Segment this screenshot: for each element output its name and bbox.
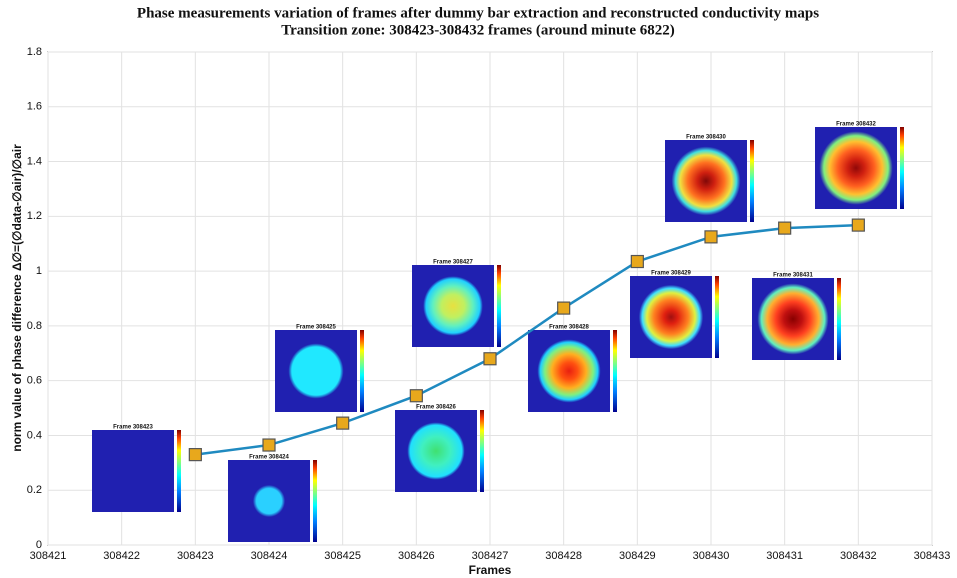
inset-label: Frame 308426 bbox=[416, 405, 456, 411]
inset-field bbox=[815, 127, 897, 209]
x-tick-label: 308423 bbox=[177, 550, 214, 562]
y-tick-label: 1.8 bbox=[27, 46, 42, 58]
inset-map: Frame 308427 bbox=[412, 260, 501, 347]
data-point bbox=[262, 438, 276, 452]
inset-label: Frame 308432 bbox=[836, 122, 876, 128]
data-point bbox=[630, 254, 644, 269]
inset-colorbar bbox=[750, 140, 754, 222]
inset-label: Frame 308425 bbox=[296, 325, 336, 331]
inset-label: Frame 308427 bbox=[433, 260, 473, 266]
data-point bbox=[336, 416, 350, 430]
y-tick-label: 0.2 bbox=[27, 484, 42, 496]
inset-map: Frame 308429 bbox=[630, 271, 719, 358]
x-tick-label: 308431 bbox=[766, 550, 803, 562]
data-point bbox=[778, 221, 792, 235]
x-tick-label: 308429 bbox=[619, 550, 656, 562]
plot bbox=[188, 218, 865, 462]
inset-map: Frame 308428 bbox=[528, 325, 617, 412]
inset-field bbox=[528, 330, 610, 412]
inset-label: Frame 308431 bbox=[773, 273, 813, 279]
inset-colorbar bbox=[313, 460, 317, 542]
y-tick-label: 0 bbox=[36, 539, 42, 551]
inset-colorbar bbox=[177, 430, 181, 512]
data-point bbox=[483, 352, 497, 366]
x-tick-label: 308432 bbox=[840, 550, 877, 562]
y-tick-label: 1 bbox=[36, 265, 42, 277]
data-point bbox=[188, 448, 202, 462]
data-point bbox=[851, 218, 865, 232]
inset-map: Frame 308426 bbox=[395, 405, 484, 492]
inset-field bbox=[412, 265, 494, 347]
inset-colorbar bbox=[613, 330, 617, 412]
insets: Frame 308423 Frame 308424 Frame 308425 Fram… bbox=[92, 122, 904, 542]
inset-field bbox=[228, 460, 310, 542]
inset-map: Frame 308425 bbox=[275, 325, 364, 412]
inset-field bbox=[275, 330, 357, 412]
x-axis-title: Frames bbox=[469, 563, 512, 577]
y-tick-label: 1.6 bbox=[27, 101, 42, 113]
data-line bbox=[195, 223, 859, 456]
inset-label: Frame 308424 bbox=[249, 455, 289, 461]
inset-colorbar bbox=[480, 410, 484, 492]
y-axis-title: norm value of phase difference Δ∅=(∅data… bbox=[10, 144, 24, 452]
inset-field bbox=[395, 410, 477, 492]
y-tick-label: 0.8 bbox=[27, 320, 42, 332]
y-tick-label: 0.4 bbox=[27, 429, 42, 441]
x-tick-label: 308422 bbox=[103, 550, 140, 562]
chart-subtitle: Transition zone: 308423-308432 frames (a… bbox=[281, 22, 675, 38]
x-tick-label: 308433 bbox=[914, 550, 951, 562]
inset-label: Frame 308429 bbox=[651, 271, 691, 277]
inset-colorbar bbox=[900, 127, 904, 209]
inset-map: Frame 308423 bbox=[92, 425, 181, 512]
y-tick-label: 1.4 bbox=[27, 155, 42, 167]
x-tick-label: 308427 bbox=[472, 550, 509, 562]
inset-colorbar bbox=[715, 276, 719, 358]
inset-colorbar bbox=[837, 278, 841, 360]
inset-field bbox=[752, 278, 834, 360]
inset-background bbox=[92, 430, 174, 512]
inset-colorbar bbox=[497, 265, 501, 347]
inset-field bbox=[665, 140, 747, 222]
data-point bbox=[409, 389, 423, 403]
data-point bbox=[557, 301, 571, 315]
data-point bbox=[704, 230, 718, 244]
x-tick-label: 308430 bbox=[693, 550, 730, 562]
x-tick-label: 308428 bbox=[545, 550, 582, 562]
x-tick-label: 308425 bbox=[324, 550, 361, 562]
y-tick-label: 1.2 bbox=[27, 210, 42, 222]
y-tick-label: 0.6 bbox=[27, 375, 42, 387]
inset-label: Frame 308430 bbox=[686, 135, 726, 141]
inset-label: Frame 308428 bbox=[549, 325, 589, 331]
x-tick-label: 308424 bbox=[251, 550, 288, 562]
inset-map: Frame 308424 bbox=[228, 455, 317, 542]
x-tick-label: 308421 bbox=[30, 550, 67, 562]
inset-label: Frame 308423 bbox=[113, 425, 153, 431]
inset-map: Frame 308432 bbox=[815, 122, 904, 209]
inset-field bbox=[630, 276, 712, 358]
inset-map: Frame 308430 bbox=[665, 135, 754, 222]
chart-title: Phase measurements variation of frames a… bbox=[137, 5, 819, 21]
x-tick-label: 308426 bbox=[398, 550, 435, 562]
inset-map: Frame 308431 bbox=[752, 273, 841, 360]
inset-colorbar bbox=[360, 330, 364, 412]
